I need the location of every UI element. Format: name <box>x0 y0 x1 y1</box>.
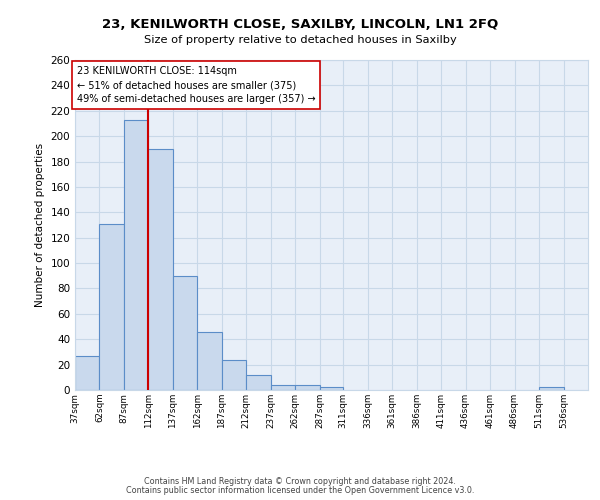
Bar <box>320 388 343 390</box>
Y-axis label: Number of detached properties: Number of detached properties <box>35 143 45 307</box>
Bar <box>197 332 222 390</box>
Bar <box>124 120 148 390</box>
Text: 23, KENILWORTH CLOSE, SAXILBY, LINCOLN, LN1 2FQ: 23, KENILWORTH CLOSE, SAXILBY, LINCOLN, … <box>102 18 498 30</box>
Bar <box>271 385 295 390</box>
Bar <box>75 356 100 390</box>
Bar <box>173 276 197 390</box>
Bar <box>247 375 271 390</box>
Bar <box>295 385 320 390</box>
Bar <box>222 360 247 390</box>
Text: Size of property relative to detached houses in Saxilby: Size of property relative to detached ho… <box>143 35 457 45</box>
Bar <box>539 388 563 390</box>
Text: Contains public sector information licensed under the Open Government Licence v3: Contains public sector information licen… <box>126 486 474 495</box>
Bar <box>100 224 124 390</box>
Bar <box>148 149 173 390</box>
Text: Contains HM Land Registry data © Crown copyright and database right 2024.: Contains HM Land Registry data © Crown c… <box>144 477 456 486</box>
Text: 23 KENILWORTH CLOSE: 114sqm
← 51% of detached houses are smaller (375)
49% of se: 23 KENILWORTH CLOSE: 114sqm ← 51% of det… <box>77 66 316 104</box>
